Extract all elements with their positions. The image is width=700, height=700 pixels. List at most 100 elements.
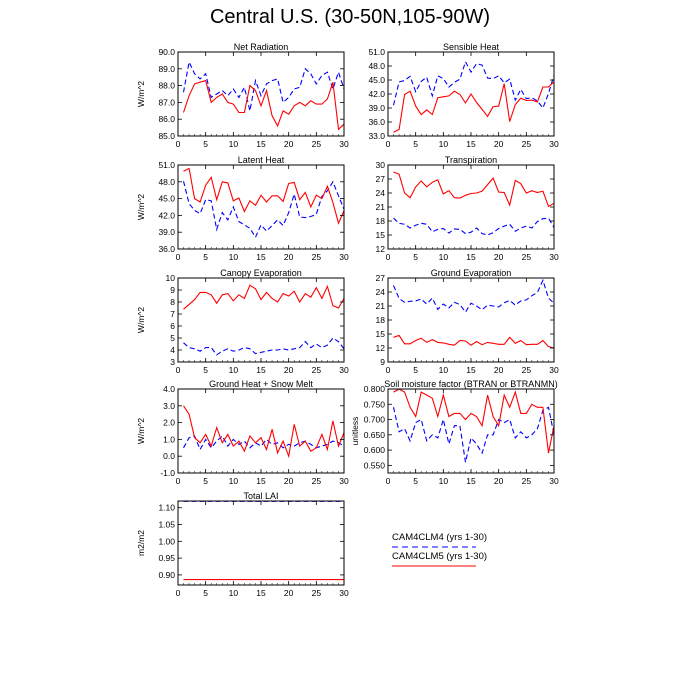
y-tick-label: 1.10 xyxy=(158,503,175,513)
panel-1: 0 5 10 15 20 25 30 85.0 86.0 87.0 88.0 89.0 90.0 Net … xyxy=(136,42,349,149)
y-tick-label: 4 xyxy=(170,345,175,355)
x-tick-label: 15 xyxy=(256,139,266,149)
series-line-1 xyxy=(393,217,555,236)
x-tick-label: 20 xyxy=(284,588,294,598)
y-axis-label: W/m^2 xyxy=(136,307,146,333)
plot-frame xyxy=(177,500,345,586)
y-tick-label: 3.0 xyxy=(163,401,175,411)
plot-frame xyxy=(177,164,345,250)
x-tick-label: 10 xyxy=(229,476,239,486)
panel-title: Ground Heat + Snow Melt xyxy=(209,379,313,389)
x-tick-label: 15 xyxy=(256,588,266,598)
x-tick-label: 25 xyxy=(522,365,532,375)
y-tick-label: 8 xyxy=(170,297,175,307)
x-tick-label: 10 xyxy=(229,588,239,598)
x-tick-label: 20 xyxy=(284,365,294,375)
x-tick-label: 25 xyxy=(522,252,532,262)
x-tick-label: 10 xyxy=(439,476,449,486)
x-tick-label: 0 xyxy=(386,252,391,262)
y-tick-label: 9 xyxy=(170,285,175,295)
panel-4: 0 5 10 15 20 25 30 12 15 18 21 24 27 30 Transpiration xyxy=(376,155,559,262)
y-tick-label: 5 xyxy=(170,333,175,343)
x-tick-label: 10 xyxy=(229,365,239,375)
y-axis-label: m2/m2 xyxy=(136,530,146,556)
panel-9: 0 5 10 15 20 25 30 0.90 0.95 1.00 1.05 1.10 Total LA… xyxy=(136,491,349,598)
x-tick-label: 15 xyxy=(256,252,266,262)
x-tick-label: 10 xyxy=(229,252,239,262)
plot-frame xyxy=(387,388,555,474)
x-tick-label: 0 xyxy=(176,139,181,149)
panel-title: Ground Evaporation xyxy=(431,268,512,278)
y-tick-label: 0.0 xyxy=(163,451,175,461)
x-tick-label: 0 xyxy=(176,365,181,375)
plot-frame xyxy=(177,388,345,474)
figure-title: Central U.S. (30-50N,105-90W) xyxy=(209,6,491,28)
x-tick-label: 20 xyxy=(494,252,504,262)
x-tick-label: 20 xyxy=(284,476,294,486)
y-tick-label: 0.600 xyxy=(364,445,386,455)
x-tick-label: 20 xyxy=(494,476,504,486)
y-tick-label: 1.0 xyxy=(163,434,175,444)
series-line-2 xyxy=(393,171,555,208)
x-tick-label: 20 xyxy=(494,139,504,149)
y-tick-label: 45.0 xyxy=(158,194,175,204)
y-tick-label: 30 xyxy=(376,160,386,170)
y-tick-label: 36.0 xyxy=(368,117,385,127)
y-tick-label: -1.0 xyxy=(160,468,175,478)
x-tick-label: 30 xyxy=(549,476,559,486)
series-line-1 xyxy=(392,278,555,314)
series-line-2 xyxy=(393,388,555,454)
y-tick-label: 6 xyxy=(170,321,175,331)
y-tick-label: 21 xyxy=(376,301,386,311)
x-tick-label: 30 xyxy=(339,588,349,598)
y-axis-label: W/m^2 xyxy=(136,194,146,220)
legend-label: CAM4CLM5 (yrs 1-30) xyxy=(392,551,487,562)
x-tick-label: 20 xyxy=(494,365,504,375)
y-tick-label: 15 xyxy=(376,329,386,339)
y-tick-label: 0.750 xyxy=(364,399,386,409)
x-tick-label: 15 xyxy=(466,365,476,375)
panel-5: 0 5 10 15 20 25 30 3 4 5 6 7 8 9 10 Canopy Evaporation W… xyxy=(136,268,349,375)
y-tick-label: 24 xyxy=(376,188,386,198)
x-tick-label: 5 xyxy=(203,588,208,598)
x-tick-label: 20 xyxy=(284,139,294,149)
x-tick-label: 0 xyxy=(176,476,181,486)
panel-title: Net Radiation xyxy=(234,42,289,52)
panel-2: 0 5 10 15 20 25 30 33.0 36.0 39.0 42.0 45.0 48.0 51.0… xyxy=(368,42,559,149)
plot-frame xyxy=(177,51,345,137)
y-tick-label: 86.0 xyxy=(158,114,175,124)
series-line-2 xyxy=(183,284,345,310)
x-tick-label: 5 xyxy=(413,476,418,486)
y-tick-label: 0.800 xyxy=(364,384,386,394)
y-tick-label: 48.0 xyxy=(158,177,175,187)
x-tick-label: 15 xyxy=(256,476,266,486)
plot-frame xyxy=(387,164,555,250)
x-tick-label: 25 xyxy=(522,476,532,486)
x-tick-label: 10 xyxy=(439,365,449,375)
x-tick-label: 25 xyxy=(312,139,322,149)
x-tick-label: 25 xyxy=(312,588,322,598)
y-tick-label: 0.95 xyxy=(158,553,175,563)
y-tick-label: 0.90 xyxy=(158,570,175,580)
panel-title: Sensible Heat xyxy=(443,42,500,52)
y-tick-label: 42.0 xyxy=(158,210,175,220)
y-tick-label: 18 xyxy=(376,315,386,325)
x-tick-label: 0 xyxy=(386,476,391,486)
series-line-2 xyxy=(393,81,555,133)
panel-title: Canopy Evaporation xyxy=(220,268,302,278)
x-tick-label: 25 xyxy=(312,365,322,375)
series-line-2 xyxy=(393,334,555,349)
y-axis-label: W/m^2 xyxy=(136,81,146,107)
x-tick-label: 25 xyxy=(522,139,532,149)
x-tick-label: 0 xyxy=(176,588,181,598)
x-tick-label: 0 xyxy=(176,252,181,262)
y-tick-label: 39.0 xyxy=(158,227,175,237)
x-tick-label: 30 xyxy=(339,252,349,262)
panel-title: Soil moisture factor (BTRAN or BTRANMN) xyxy=(384,379,558,389)
x-tick-label: 5 xyxy=(203,365,208,375)
x-tick-label: 30 xyxy=(339,139,349,149)
y-tick-label: 48.0 xyxy=(368,61,385,71)
x-tick-label: 0 xyxy=(386,139,391,149)
y-tick-label: 27 xyxy=(376,273,386,283)
y-axis-label: W/m^2 xyxy=(136,418,146,444)
